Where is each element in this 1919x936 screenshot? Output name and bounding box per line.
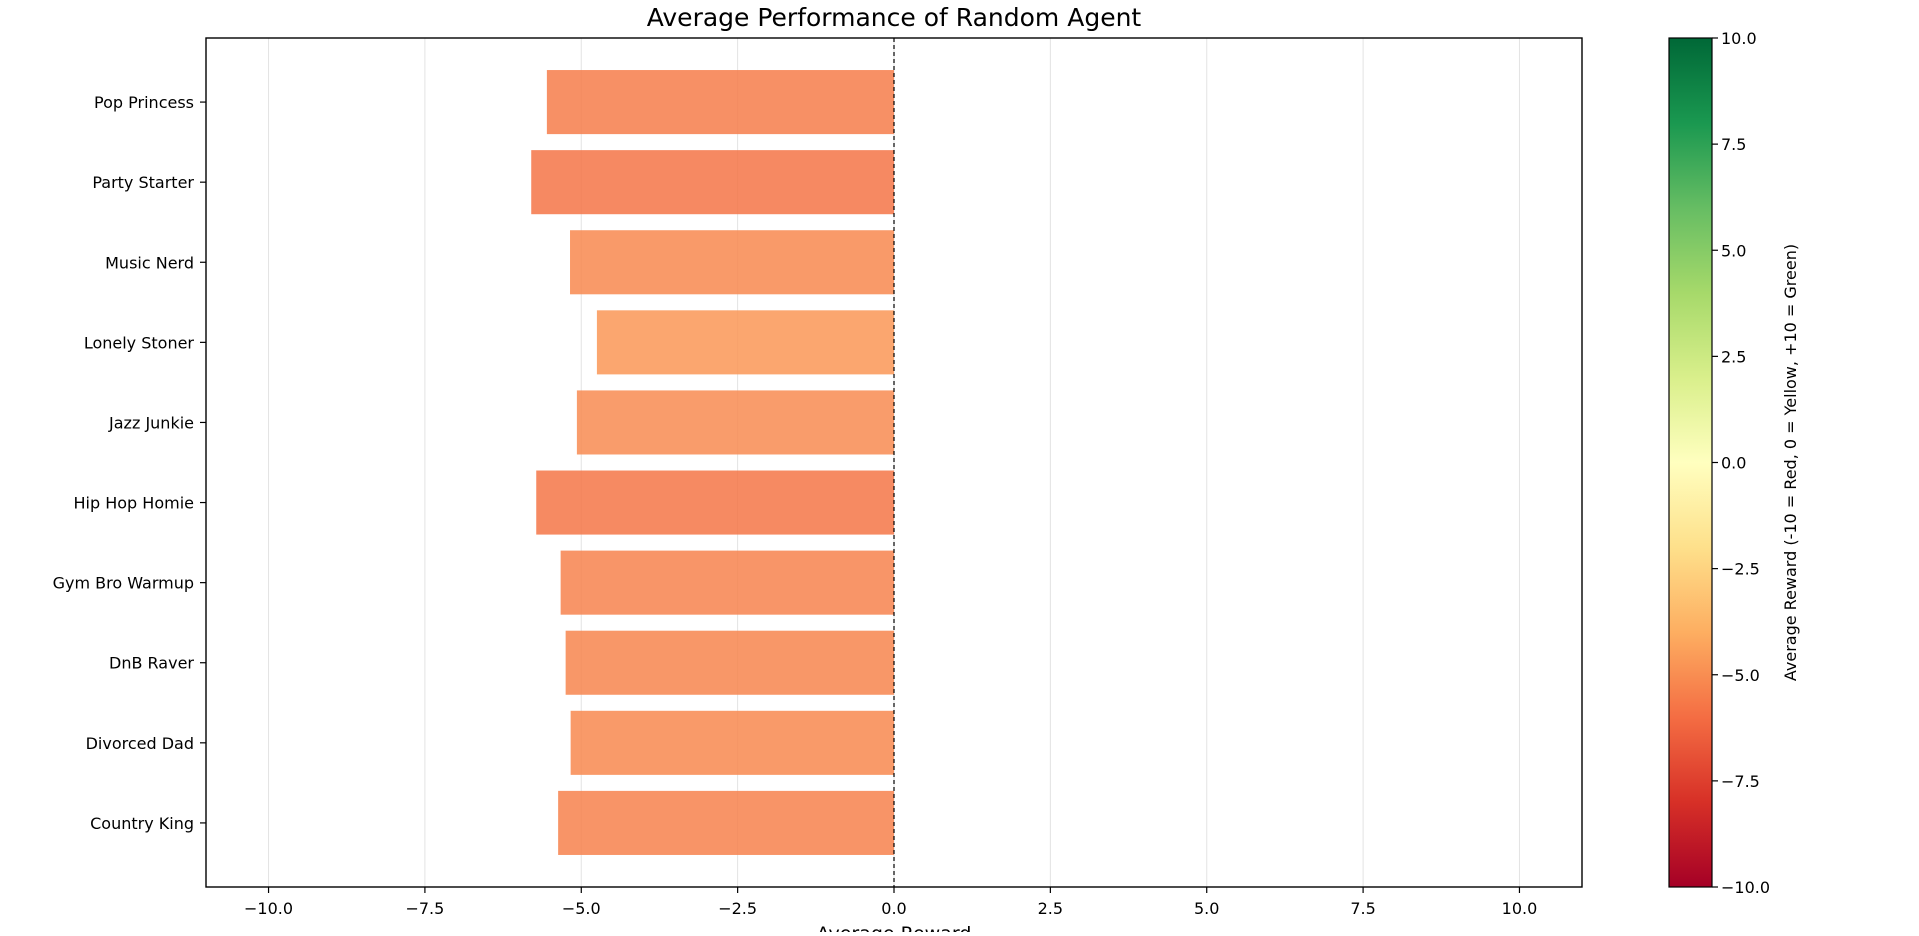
x-tick-label: 10.0 xyxy=(1502,899,1538,918)
x-tick-label: 5.0 xyxy=(1194,899,1219,918)
y-tick-label: Divorced Dad xyxy=(86,734,194,753)
bar xyxy=(536,470,894,535)
bar xyxy=(546,70,894,135)
colorbar-tick-label: 7.5 xyxy=(1721,135,1746,154)
colorbar xyxy=(1668,37,1713,888)
bar xyxy=(570,230,894,295)
bars xyxy=(531,70,894,855)
chart-title: Average Performance of Random Agent xyxy=(647,3,1142,32)
colorbar-tick-label: −10.0 xyxy=(1721,878,1770,897)
y-tick-label: Country King xyxy=(90,814,194,833)
x-tick-label: 2.5 xyxy=(1038,899,1063,918)
y-tick-label: Jazz Junkie xyxy=(108,413,194,432)
colorbar-tick-label: −2.5 xyxy=(1721,560,1760,579)
colorbar-ticks: 10.0 7.5 5.0 2.5 0.0 −2.5 −5.0 −7.5 −10.0 xyxy=(1712,29,1770,897)
colorbar-tick-label: 0.0 xyxy=(1721,454,1746,473)
colorbar-tick-label: 2.5 xyxy=(1721,347,1746,366)
x-tick-label: 0.0 xyxy=(881,899,906,918)
y-tick-label: Hip Hop Homie xyxy=(74,494,194,513)
bar xyxy=(560,550,894,615)
x-axis-label: Average Reward xyxy=(817,923,972,932)
bar xyxy=(558,790,894,855)
bar xyxy=(596,310,894,375)
x-axis-ticks: −10.0 −7.5 −5.0 −2.5 0.0 2.5 5.0 7.5 10.0 xyxy=(244,887,1537,918)
x-tick-label: −7.5 xyxy=(405,899,444,918)
colorbar-tick-label: 10.0 xyxy=(1721,29,1757,48)
y-tick-label: Party Starter xyxy=(92,173,194,192)
bar xyxy=(576,390,894,455)
y-tick-label: Gym Bro Warmup xyxy=(53,574,194,593)
bar xyxy=(565,630,894,695)
colorbar-tick-label: −7.5 xyxy=(1721,772,1760,791)
x-tick-label: 7.5 xyxy=(1350,899,1375,918)
bar xyxy=(531,150,894,215)
y-tick-label: DnB Raver xyxy=(109,654,194,673)
x-tick-label: −5.0 xyxy=(562,899,601,918)
colorbar-tick-label: −5.0 xyxy=(1721,666,1760,685)
bar xyxy=(570,710,894,775)
colorbar-tick-label: 5.0 xyxy=(1721,241,1746,260)
y-tick-label: Music Nerd xyxy=(105,253,194,272)
y-axis-ticks: Pop Princess Party Starter Music Nerd Lonel… xyxy=(53,93,206,833)
x-tick-label: −2.5 xyxy=(718,899,757,918)
x-tick-label: −10.0 xyxy=(244,899,293,918)
y-tick-label: Lonely Stoner xyxy=(84,333,195,352)
y-tick-label: Pop Princess xyxy=(94,93,194,112)
colorbar-label: Average Reward (-10 = Red, 0 = Yellow, +… xyxy=(1781,244,1800,681)
